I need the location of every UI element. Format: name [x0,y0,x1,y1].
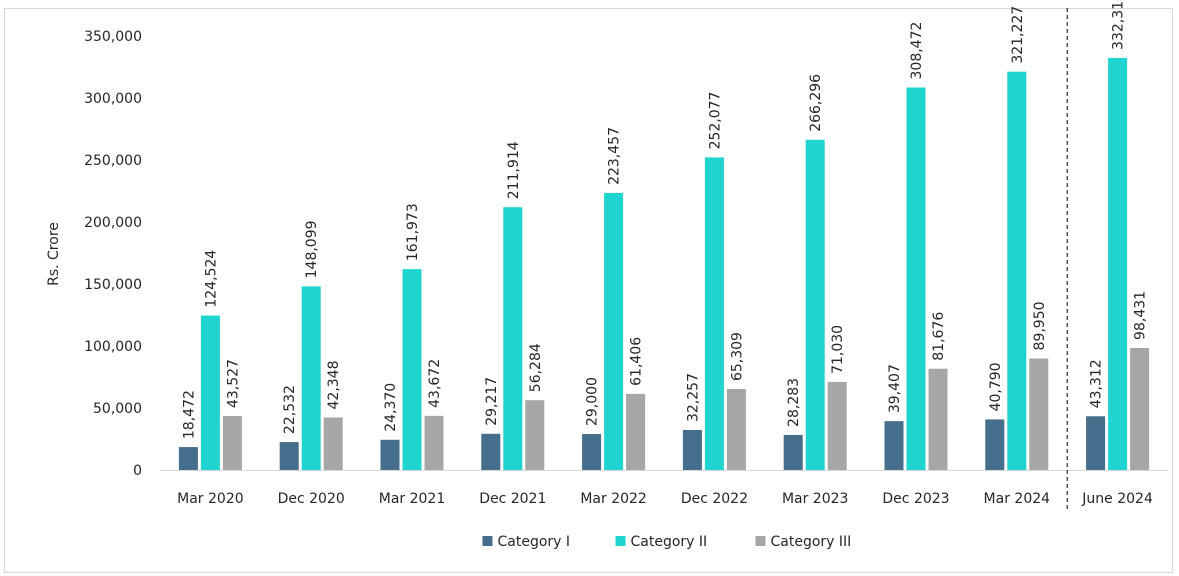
bar [279,442,299,470]
y-axis-ticks: 0 50,000 100,000 150,000 200,000 250,000 300,0… [84,29,142,479]
legend-item: Category II [615,534,708,550]
y-tick-label: 100,000 [84,339,142,355]
bar [1007,71,1027,470]
y-tick-label: 300,000 [84,91,142,107]
x-tick-label: Dec 2021 [479,491,546,507]
bar [1130,347,1150,470]
x-tick-label: Mar 2020 [177,491,244,507]
x-tick-label: Dec 2022 [681,491,748,507]
bars-layer [178,57,1150,471]
legend-swatch [615,536,626,546]
y-axis-title: Rs. Crore [46,222,62,286]
data-label: 65,309 [729,332,745,381]
legend-label: Category III [771,534,852,550]
data-label: 211,914 [506,141,522,199]
y-tick-label: 50,000 [93,401,142,417]
data-label: 124,524 [203,250,219,308]
y-tick-label: 250,000 [84,153,142,169]
x-tick-label: Dec 2023 [882,491,949,507]
y-tick-label: 150,000 [84,277,142,293]
data-label: 32,257 [685,373,701,422]
x-tick-label: June 2024 [1081,491,1153,507]
data-label: 28,283 [786,378,802,427]
bar [805,139,825,470]
bar [726,389,746,470]
x-tick-label: Dec 2020 [278,491,345,507]
bar [704,157,724,471]
bar [301,286,321,470]
bar [402,269,422,470]
data-label: 42,348 [326,360,342,409]
x-tick-label: Mar 2022 [580,491,647,507]
bar [827,381,847,470]
legend-item: Category I [482,534,571,550]
data-label: 223,457 [607,127,623,185]
bar [582,434,602,470]
data-label: 332,312 [1111,0,1127,50]
data-label: 61,406 [629,337,645,386]
bar [928,368,948,470]
bar [525,400,545,470]
bar [222,416,242,470]
legend: Category I Category II Category III [482,534,852,550]
bar [906,87,926,470]
chart-frame [4,8,1173,573]
data-label: 98,431 [1133,291,1149,340]
bar [178,447,198,470]
bar [1086,416,1106,470]
bar [424,415,444,470]
data-label: 56,284 [528,343,544,392]
bar [884,421,904,470]
x-tick-label: Mar 2024 [984,491,1051,507]
y-tick-label: 350,000 [84,29,142,45]
legend-label: Category I [498,534,571,550]
data-label: 43,527 [225,359,241,408]
legend-item: Category III [755,534,852,550]
legend-label: Category II [631,534,708,550]
x-axis-labels: Mar 2020 Dec 2020 Mar 2021 Dec 2021 Mar 2022… [177,491,1153,507]
data-label: 81,676 [931,312,947,361]
y-axis-title-group: Rs. Crore [46,222,62,286]
bar [481,433,501,470]
bar [323,417,343,470]
x-tick-label: Mar 2021 [379,491,446,507]
data-label: 29,000 [585,377,601,426]
bar [682,430,702,470]
legend-swatch [482,536,493,546]
data-label: 252,077 [707,92,723,150]
data-label: 148,099 [304,220,320,278]
bar [783,434,803,470]
data-label: 308,472 [909,22,925,80]
bar [380,439,400,470]
legend-swatch [755,536,766,546]
bar [626,393,646,470]
bar [1029,358,1049,470]
data-label: 39,407 [887,364,903,413]
bar [1108,57,1128,471]
data-label: 266,296 [808,74,824,132]
bar [985,419,1005,470]
bar [503,207,523,471]
data-label: 24,370 [383,383,399,432]
y-tick-label: 0 [133,463,142,479]
data-label: 29,217 [484,377,500,426]
bar [200,315,220,470]
data-label: 43,312 [1089,359,1105,408]
data-label: 40,790 [988,362,1004,411]
data-label: 89,950 [1032,301,1048,350]
y-tick-label: 200,000 [84,215,142,231]
data-label: 22,532 [282,385,298,434]
data-label: 18,472 [181,390,197,439]
bar-labels-layer: 18,472 124,524 43,527 22,532 148,099 42,348 24… [181,0,1148,439]
data-label: 71,030 [830,325,846,374]
data-label: 321,227 [1010,6,1026,64]
data-label: 161,973 [405,203,421,261]
x-tick-label: Mar 2023 [782,491,849,507]
data-label: 43,672 [427,359,443,408]
bar [604,192,624,470]
